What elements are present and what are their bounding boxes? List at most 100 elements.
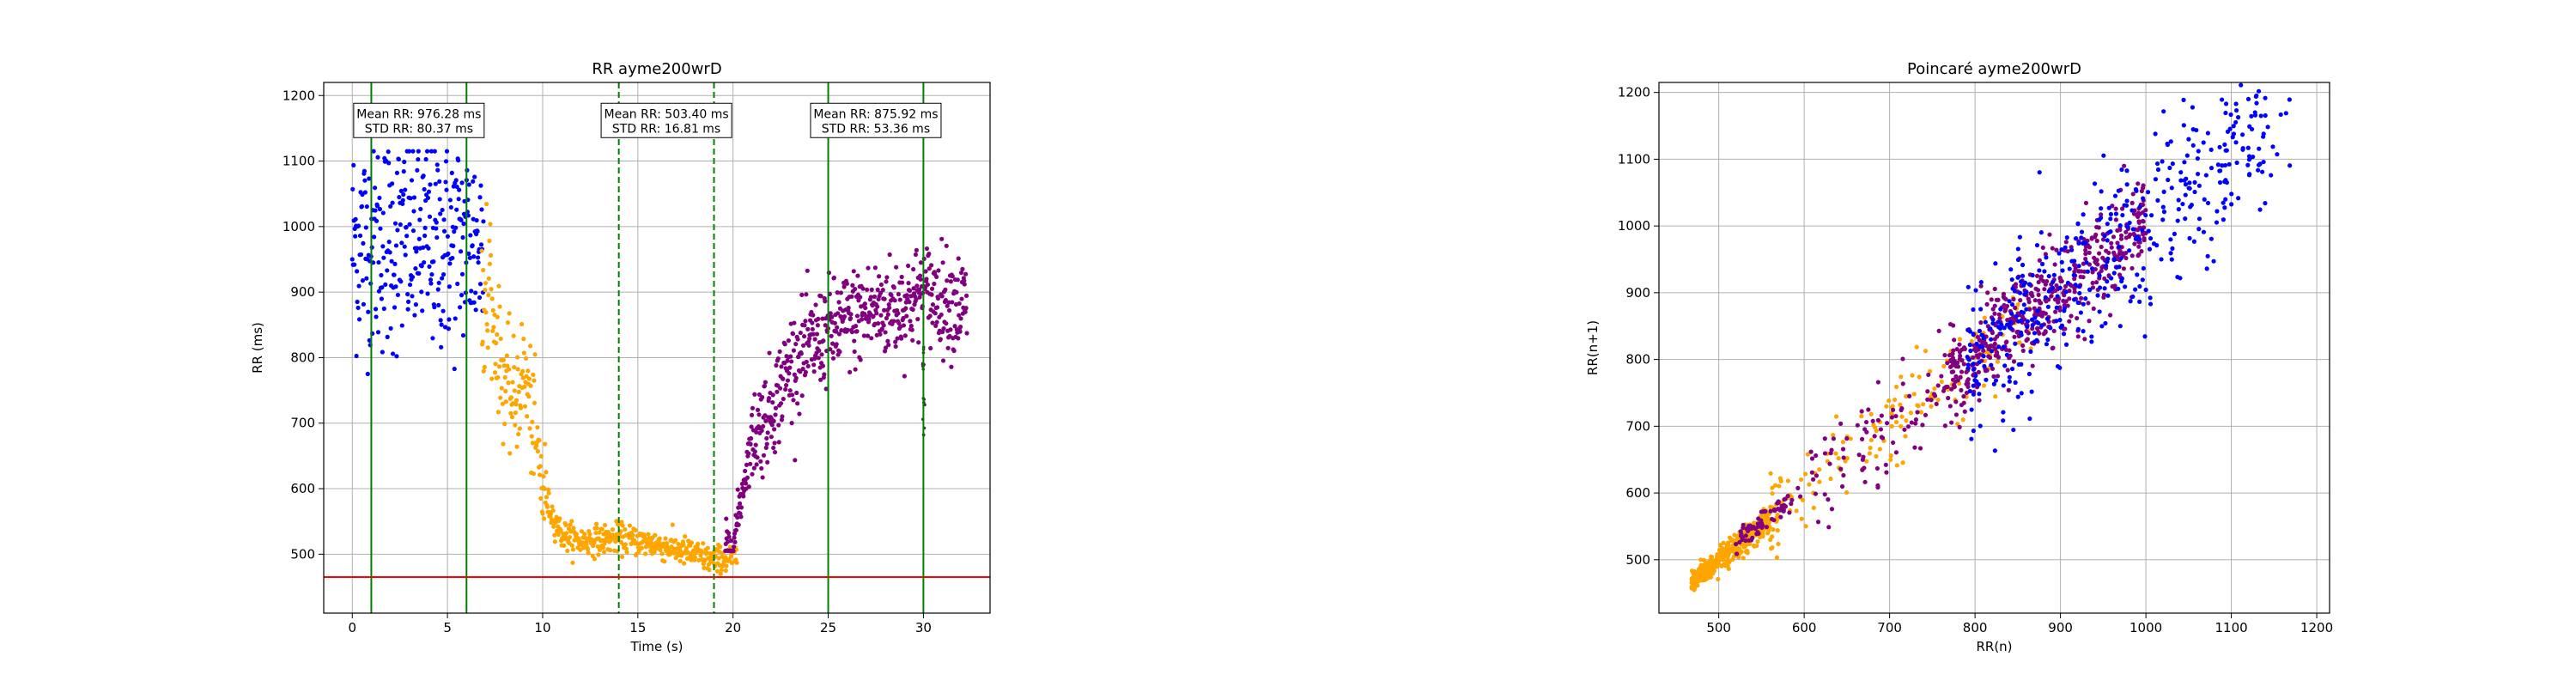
data-point	[417, 217, 422, 222]
data-point	[759, 428, 764, 433]
data-point	[379, 272, 384, 278]
data-point	[1701, 557, 1707, 562]
data-point	[2240, 147, 2245, 152]
x-axis-label: Time (s)	[630, 639, 683, 654]
data-point	[586, 547, 591, 552]
y-tick-label: 500	[290, 546, 315, 562]
data-point	[823, 323, 828, 328]
data-point	[437, 197, 442, 202]
data-point	[734, 560, 739, 565]
data-point	[375, 330, 381, 335]
data-point	[860, 286, 866, 291]
data-point	[719, 568, 724, 573]
data-point	[2008, 267, 2014, 272]
data-point	[2015, 302, 2020, 307]
data-point	[1884, 470, 1889, 475]
data-point	[772, 427, 777, 432]
data-point	[361, 240, 366, 246]
data-point	[2183, 192, 2188, 198]
data-point	[513, 423, 518, 428]
data-point	[1989, 337, 1994, 342]
data-point	[933, 323, 939, 328]
data-point	[838, 290, 843, 295]
data-point	[522, 404, 528, 409]
data-point	[1755, 521, 1761, 526]
data-point	[1932, 386, 1937, 392]
data-point	[2032, 298, 2038, 303]
data-point	[1747, 523, 1753, 528]
data-point	[2029, 317, 2035, 322]
data-point	[865, 333, 871, 338]
data-point	[532, 352, 538, 357]
data-point	[1953, 412, 1959, 417]
data-point	[1888, 457, 1893, 462]
data-point	[1978, 320, 1984, 325]
data-point	[689, 540, 695, 545]
data-point	[1904, 393, 1909, 399]
data-point	[759, 465, 764, 471]
data-point	[2027, 307, 2032, 312]
data-point	[1996, 319, 2001, 325]
data-point	[1964, 369, 1969, 374]
data-point	[1799, 516, 1804, 521]
data-point	[1775, 501, 1780, 506]
data-point	[737, 501, 743, 506]
data-point	[410, 294, 415, 299]
y-tick-label: 800	[290, 350, 315, 365]
data-point	[2011, 427, 2016, 433]
data-point	[849, 330, 855, 335]
data-point	[2002, 307, 2008, 313]
data-point	[2036, 279, 2041, 285]
data-point	[1762, 515, 1767, 521]
stats-mean: Mean RR: 503.40 ms	[605, 107, 729, 121]
data-point	[2007, 299, 2012, 304]
data-point	[877, 274, 882, 279]
data-point	[2111, 250, 2117, 255]
data-point	[1777, 476, 1783, 481]
data-point	[2033, 286, 2038, 291]
data-point	[2029, 389, 2034, 394]
data-point	[2202, 197, 2207, 202]
data-point	[1908, 410, 1914, 416]
data-point	[1949, 420, 1954, 425]
poincare-points	[1689, 74, 2293, 593]
data-point	[418, 206, 423, 212]
data-point	[811, 369, 817, 374]
data-point	[1840, 440, 1846, 445]
data-point	[1860, 457, 1865, 462]
data-point	[907, 288, 913, 293]
data-point	[2038, 277, 2044, 282]
data-point	[1828, 476, 1833, 482]
data-point	[595, 544, 600, 550]
data-point	[349, 257, 355, 262]
data-point	[2181, 97, 2186, 102]
data-point	[753, 442, 758, 447]
data-point	[705, 545, 710, 550]
data-point	[538, 464, 543, 469]
data-point	[1775, 528, 1780, 533]
data-point	[940, 260, 945, 265]
x-tick-label: 1100	[2215, 620, 2247, 635]
data-point	[507, 451, 513, 456]
data-point	[394, 354, 399, 359]
data-point	[2009, 301, 2015, 307]
stats-mean: Mean RR: 976.28 ms	[356, 107, 481, 121]
data-point	[765, 430, 770, 435]
data-point	[685, 550, 690, 555]
data-point	[939, 236, 945, 241]
data-point	[537, 438, 542, 443]
data-point	[460, 332, 466, 338]
data-point	[2075, 334, 2081, 339]
data-point	[2246, 173, 2252, 178]
data-point	[2049, 294, 2054, 299]
data-point	[526, 376, 532, 381]
data-point	[2250, 74, 2254, 78]
data-point	[1743, 538, 1748, 544]
data-point	[2249, 113, 2254, 119]
data-point	[2223, 110, 2228, 116]
data-point	[2155, 167, 2161, 173]
data-point	[1741, 525, 1746, 531]
data-point	[2137, 299, 2142, 304]
data-point	[364, 204, 369, 210]
data-point	[2191, 239, 2196, 244]
